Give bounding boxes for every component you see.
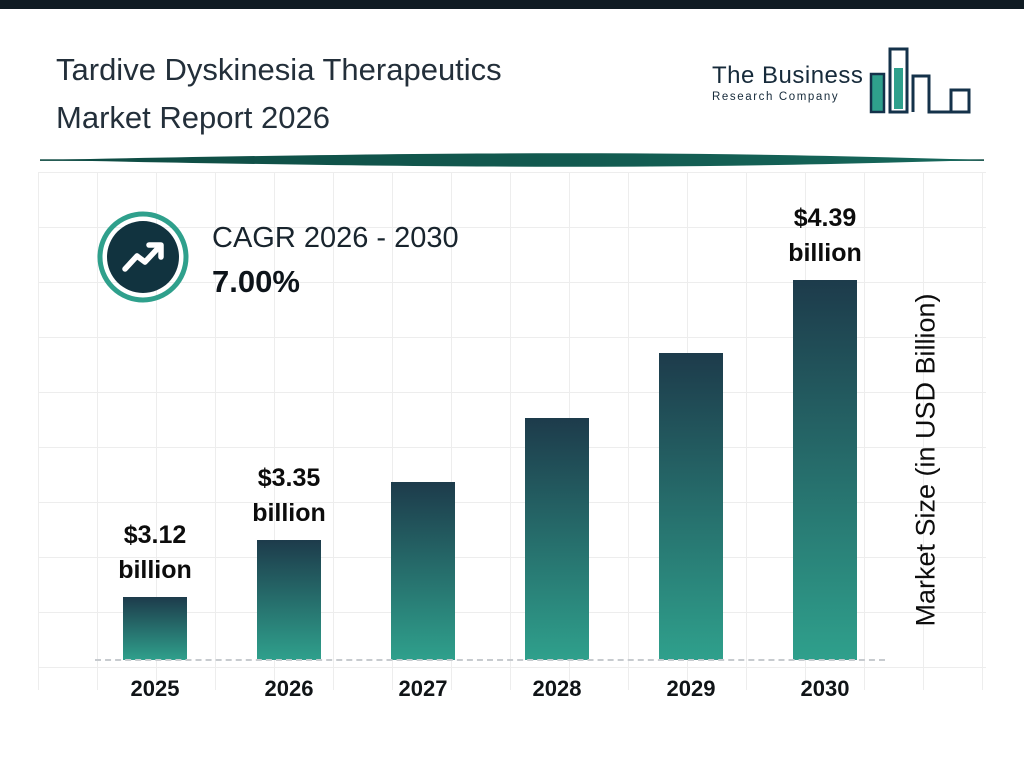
chart-baseline (95, 659, 885, 661)
divider (40, 150, 984, 170)
bar-value-label: $3.35 billion (252, 464, 326, 527)
x-tick-label: 2028 (532, 676, 582, 701)
page-title: Tardive Dyskinesia Therapeutics Market R… (56, 46, 502, 142)
logo-name: The Business (712, 62, 864, 89)
company-logo-text: The Business Research Company (712, 62, 863, 103)
bar-group: $3.12 billion (95, 518, 215, 660)
company-logo: The Business Research Company (712, 46, 973, 125)
x-tick-label: 2025 (130, 676, 180, 701)
page-title-line2: Market Report 2026 (56, 100, 330, 135)
page-title-line1: Tardive Dyskinesia Therapeutics (56, 52, 502, 87)
bar-group (363, 482, 483, 660)
logo-subname: Research Company (712, 91, 840, 103)
bar (525, 418, 589, 660)
bar (659, 353, 723, 660)
bar-group (497, 418, 617, 660)
y-axis-label: Market Size (in USD Billion) (910, 293, 941, 627)
cagr-label: CAGR 2026 - 2030 (212, 221, 459, 254)
logo-bars-icon (869, 46, 973, 125)
x-tick-label: 2027 (398, 676, 448, 701)
bar-value-label: $4.39 billion (788, 204, 862, 267)
bars: $3.12 billion $3.35 billion $4.39 billion (95, 190, 885, 660)
bar-group: $3.35 billion (229, 461, 349, 660)
bar (793, 280, 857, 660)
x-tick-label: 2026 (264, 676, 314, 701)
x-tick-label: 2029 (666, 676, 716, 701)
bar-group: $4.39 billion (765, 201, 885, 660)
cagr-value: 7.00% (212, 263, 300, 299)
bar (391, 482, 455, 660)
bar (257, 540, 321, 660)
growth-trend-icon (96, 210, 190, 309)
bar (123, 597, 187, 660)
cagr-block: CAGR 2026 - 2030 7.00% (96, 210, 459, 309)
x-tick-label: 2030 (800, 676, 850, 701)
bar-group (631, 353, 751, 660)
top-border (0, 0, 1024, 9)
x-axis: 2025 2026 2027 2028 2029 2030 (95, 676, 885, 702)
bar-value-label: $3.12 billion (118, 521, 192, 584)
